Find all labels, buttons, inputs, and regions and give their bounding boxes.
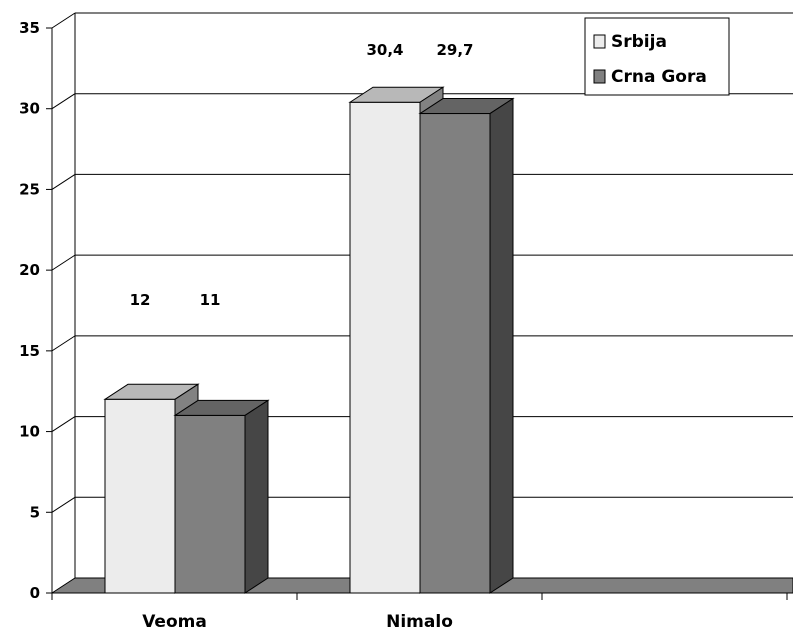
y-tick-label: 20	[19, 261, 40, 279]
legend-label-crna-gora: Crna Gora	[611, 67, 707, 87]
y-tick-label: 15	[19, 342, 40, 360]
gridline-side	[51, 416, 76, 432]
bar	[173, 399, 270, 594]
y-tick-label: 35	[19, 19, 40, 37]
data-label: 12	[130, 291, 151, 309]
y-tick-label: 25	[19, 180, 40, 198]
axes-layer: 0 5 10 15 20 25 30 35 Veoma Nimalo	[19, 19, 793, 632]
x-category-label: Nimalo	[386, 612, 453, 632]
legend: Srbija Crna Gora	[584, 17, 730, 96]
bar-front	[349, 101, 421, 594]
bar	[418, 97, 515, 594]
gridline-side	[51, 93, 76, 110]
bar-front	[104, 398, 176, 594]
data-label: 11	[200, 291, 221, 309]
gridline-side	[51, 496, 76, 513]
bar-side	[489, 97, 514, 594]
legend-swatch-crna-gora	[593, 69, 606, 84]
data-labels-layer: 12 11 30,4 29,7	[130, 41, 474, 309]
gridline-side	[51, 335, 76, 352]
bar-front	[174, 414, 246, 594]
bar-side	[244, 399, 269, 594]
data-label: 30,4	[366, 41, 403, 59]
gridline-side	[51, 254, 76, 271]
x-category-label: Veoma	[142, 612, 207, 632]
y-tick-label: 5	[30, 503, 40, 521]
gridline-side	[51, 174, 76, 190]
bar-front	[419, 113, 491, 594]
legend-swatch-srbija	[593, 34, 606, 49]
legend-label-srbija: Srbija	[611, 32, 667, 52]
y-tick-label: 30	[19, 100, 40, 118]
gridline-side	[51, 12, 76, 29]
bars-layer	[103, 86, 515, 594]
legend-box	[584, 17, 730, 96]
data-label: 29,7	[436, 41, 473, 59]
y-tick-label: 10	[19, 423, 40, 441]
y-tick-label: 0	[30, 584, 40, 602]
